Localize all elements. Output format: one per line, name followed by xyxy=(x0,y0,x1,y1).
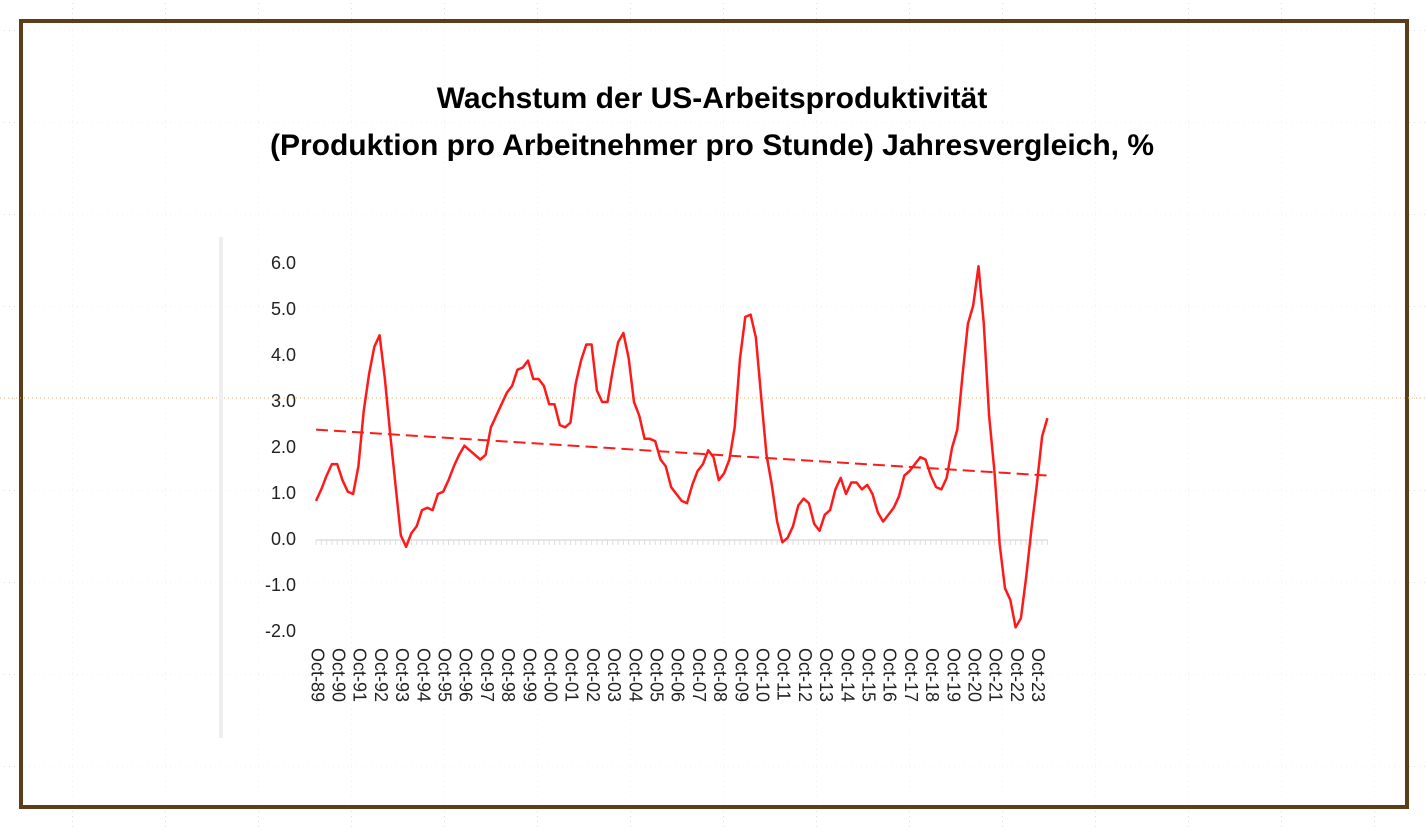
x-tick-label: Oct-08 xyxy=(710,648,730,702)
y-tick-label: 2.0 xyxy=(271,437,296,457)
y-tick-label: 6.0 xyxy=(271,253,296,273)
x-tick-label: Oct-96 xyxy=(456,648,476,702)
x-tick-label: Oct-98 xyxy=(498,648,518,702)
x-tick-label: Oct-99 xyxy=(519,648,539,702)
x-tick-label: Oct-23 xyxy=(1028,648,1048,702)
y-tick-label: -2.0 xyxy=(265,621,296,641)
x-tick-label: Oct-17 xyxy=(901,648,921,702)
x-tick-label: Oct-90 xyxy=(328,648,348,702)
chart-title: (Produktion pro Arbeitnehmer pro Stunde)… xyxy=(270,129,1154,162)
y-tick-label: 4.0 xyxy=(271,345,296,365)
x-tick-label: Oct-09 xyxy=(731,648,751,702)
x-tick-label: Oct-21 xyxy=(986,648,1006,702)
x-tick-label: Oct-12 xyxy=(795,648,815,702)
x-tick-label: Oct-07 xyxy=(689,648,709,702)
y-tick-label: 3.0 xyxy=(271,391,296,411)
x-tick-label: Oct-01 xyxy=(562,648,582,702)
x-tick-label: Oct-05 xyxy=(646,648,666,702)
y-tick-label: -1.0 xyxy=(265,575,296,595)
x-tick-label: Oct-91 xyxy=(350,648,370,702)
x-tick-label: Oct-95 xyxy=(434,648,454,702)
x-tick-label: Oct-03 xyxy=(604,648,624,702)
y-tick-label: 0.0 xyxy=(271,529,296,549)
x-tick-label: Oct-97 xyxy=(477,648,497,702)
x-tick-label: Oct-18 xyxy=(922,648,942,702)
x-tick-label: Oct-22 xyxy=(1007,648,1027,702)
x-tick-label: Oct-20 xyxy=(964,648,984,702)
x-tick-label: Oct-93 xyxy=(392,648,412,702)
x-tick-label: Oct-16 xyxy=(880,648,900,702)
x-tick-label: Oct-02 xyxy=(583,648,603,702)
y-tick-label: 5.0 xyxy=(271,299,296,319)
x-tick-label: Oct-14 xyxy=(837,648,857,702)
trend-line xyxy=(315,428,1048,477)
x-tick-label: Oct-94 xyxy=(413,648,433,702)
data-line xyxy=(314,265,1049,629)
x-tick-label: Oct-11 xyxy=(774,648,794,701)
x-tick-label: Oct-92 xyxy=(371,648,391,702)
y-tick-label: 1.0 xyxy=(271,483,296,503)
frame xyxy=(19,19,1409,809)
chart-title: Wachstum der US-Arbeitsproduktivität xyxy=(437,82,988,115)
x-tick-label: Oct-15 xyxy=(858,648,878,702)
x-tick-label: Oct-04 xyxy=(625,648,645,702)
x-tick-label: Oct-06 xyxy=(668,648,688,702)
x-tick-label: Oct-00 xyxy=(540,648,560,702)
x-tick-label: Oct-10 xyxy=(752,648,772,702)
x-tick-label: Oct-89 xyxy=(307,648,327,702)
x-tick-label: Oct-13 xyxy=(816,648,836,702)
x-tick-label: Oct-19 xyxy=(943,648,963,702)
